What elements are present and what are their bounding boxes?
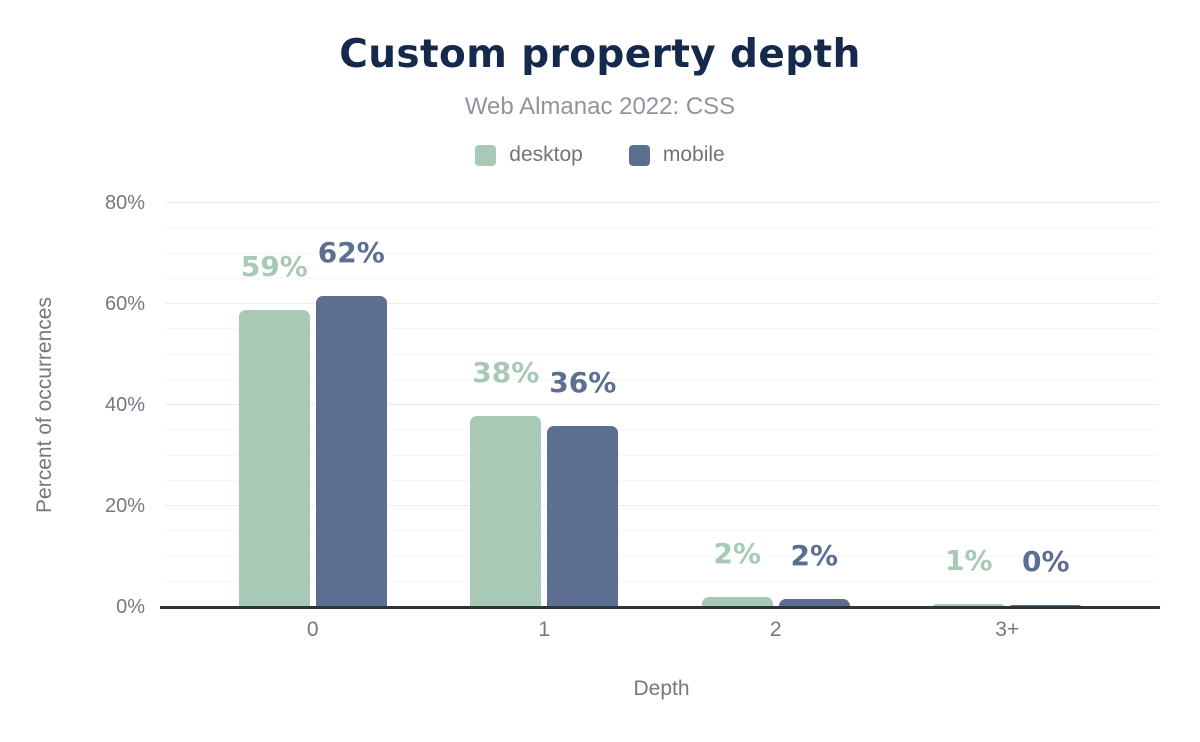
gridline-major [165, 303, 1158, 304]
bar-desktop-1[interactable]: 38% [470, 356, 542, 607]
bar-desktop-2[interactable]: 2% [701, 537, 773, 607]
gridline-minor [165, 277, 1158, 279]
x-tick-labels: 0 1 2 3+ [197, 618, 1123, 642]
bar-group-0: 59% 62% [197, 203, 429, 607]
gridline-minor [165, 328, 1158, 330]
gridline-major [165, 505, 1158, 506]
gridline-minor [165, 530, 1158, 532]
gridline-minor [165, 580, 1158, 582]
bar-value-label: 62% [317, 235, 385, 269]
gridline-minor [165, 353, 1158, 355]
chart-subtitle: Web Almanac 2022: CSS [464, 93, 736, 120]
bar-group-2: 2% 2% [660, 203, 892, 607]
gridline-minor [165, 227, 1158, 229]
x-tick-label: 0 [306, 618, 319, 641]
bar-value-label: 1% [944, 543, 993, 577]
gridline-minor [165, 429, 1158, 431]
bar-mobile-1[interactable]: 36% [547, 366, 619, 607]
bar-value-label: 0% [1021, 544, 1070, 578]
bar-value-label: 36% [549, 365, 617, 399]
y-tick-label: 80% [104, 192, 145, 214]
y-tick-label: 60% [104, 293, 145, 315]
gridline-minor [165, 454, 1158, 456]
bar-desktop-0[interactable]: 59% [238, 250, 310, 607]
gridline-minor [165, 252, 1158, 254]
gridline-minor [165, 555, 1158, 557]
gridline-major [165, 202, 1158, 203]
y-tick-label: 40% [104, 394, 145, 416]
legend-label: desktop [509, 143, 583, 166]
x-axis-title: Depth [633, 677, 690, 700]
plot-area: 59% 62% 38% 36% 2% 2% 1% 0% [160, 202, 1160, 609]
legend-item-mobile[interactable]: mobile [628, 143, 725, 167]
bar-desktop-3+[interactable]: 1% [933, 544, 1005, 607]
y-tick-label: 20% [104, 495, 145, 517]
bar-mobile-0[interactable]: 62% [315, 236, 387, 607]
legend-label: mobile [662, 143, 725, 166]
x-axis-line [160, 606, 1160, 609]
x-tick-label: 1 [538, 618, 551, 641]
gridline-minor [165, 479, 1158, 481]
gridline-major [165, 404, 1158, 405]
bar-value-label: 59% [240, 250, 308, 284]
bar-group-3+: 1% 0% [892, 203, 1124, 607]
x-tick-label: 2 [769, 618, 782, 641]
y-tick-labels: 0% 20% 40% 60% 80% [0, 192, 155, 618]
legend-item-desktop[interactable]: desktop [475, 143, 583, 167]
bar-value-label: 2% [790, 538, 839, 572]
bar-mobile-3+[interactable]: 0% [1010, 545, 1082, 607]
chart-title: Custom property depth [339, 32, 861, 77]
x-tick-label: 3+ [995, 618, 1020, 641]
bar-group-1: 38% 36% [429, 203, 661, 607]
gridline-minor [165, 378, 1158, 380]
bar-value-label: 2% [713, 536, 762, 570]
y-tick-label: 0% [116, 596, 145, 618]
legend-swatch-mobile-icon [628, 144, 650, 166]
bar-mobile-2[interactable]: 2% [778, 539, 850, 607]
legend: desktop mobile [0, 143, 1200, 167]
legend-swatch-desktop-icon [475, 144, 497, 166]
bar-value-label: 38% [472, 355, 540, 389]
bar-groups: 59% 62% 38% 36% 2% 2% 1% 0% [197, 203, 1123, 607]
